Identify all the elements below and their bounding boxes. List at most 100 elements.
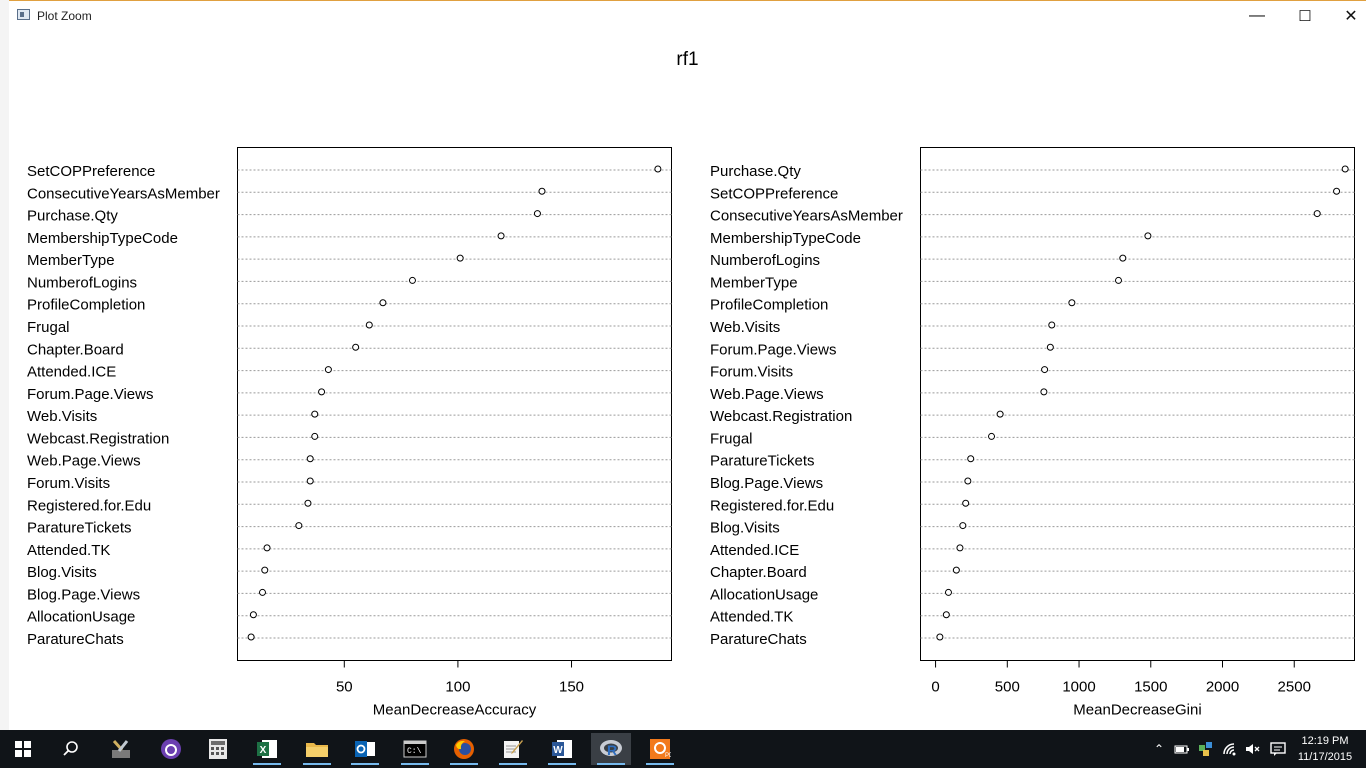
desktop-edge [0,0,9,730]
title-bar[interactable]: Plot Zoom — ☐ ✕ [9,1,1366,31]
category-label: Web.Page.Views [27,453,141,470]
data-point [247,633,255,641]
category-label: Web.Page.Views [710,386,824,403]
category-label: Blog.Page.Views [27,586,140,603]
data-point [1144,232,1152,240]
category-label: Purchase.Qty [710,163,801,180]
app-icon [160,738,182,760]
data-point [295,522,303,530]
taskbar-firefox-button[interactable] [444,733,484,765]
data-point [311,410,319,418]
data-point [959,522,967,530]
data-point [456,254,464,262]
plot-window-icon [17,9,30,20]
data-point [967,455,975,463]
taskbar-file-explorer-button[interactable] [297,733,337,765]
data-point [533,210,541,218]
x-tick-label: 150 [559,679,584,696]
word-icon: W [551,738,573,760]
data-point [306,477,314,485]
taskbar-start-button[interactable] [5,733,41,765]
category-label: AllocationUsage [27,609,135,626]
taskbar-pdf-button[interactable]: PDF [640,733,680,765]
category-label: NumberofLogins [27,274,137,291]
data-point [324,366,332,374]
data-point [1068,299,1076,307]
taskbar-cmd-button[interactable]: C:\ [395,733,435,765]
category-label: Webcast.Registration [27,430,169,447]
network-share-icon[interactable] [1198,741,1214,757]
x-tick-label: 1500 [1134,679,1167,696]
category-label: Frugal [710,430,753,447]
category-label: Webcast.Registration [710,408,852,425]
tools-icon [110,738,132,760]
x-tick-label: 100 [445,679,470,696]
category-label: ParatureChats [27,631,124,648]
category-label: Attended.ICE [710,542,799,559]
excel-icon: X [256,738,278,760]
x-tick-label: 2500 [1278,679,1311,696]
category-label: ProfileCompletion [710,297,828,314]
data-point [263,544,271,552]
data-point [1119,254,1127,262]
svg-text:C:\: C:\ [407,747,422,756]
taskbar-excel-button[interactable]: X [247,733,287,765]
category-label: MemberType [27,252,115,269]
category-label: Registered.for.Edu [710,497,834,514]
search-icon [62,740,80,758]
data-point [956,544,964,552]
data-point [1341,165,1349,173]
svg-text:W: W [553,745,563,756]
taskbar-clock[interactable]: 12:19 PM 11/17/2015 [1296,733,1354,765]
data-point [962,499,970,507]
category-label: Attended.TK [27,542,110,559]
show-hidden-icons-icon[interactable]: ⌃ [1153,742,1165,756]
category-label: ParatureChats [710,631,807,648]
data-point [988,432,996,440]
category-label: ConsecutiveYearsAsMember [27,185,220,202]
maximize-button[interactable]: ☐ [1298,8,1312,25]
data-point [942,611,950,619]
category-label: ParatureTickets [27,520,131,537]
clock-date: 11/17/2015 [1297,751,1353,763]
minimize-button[interactable]: — [1249,7,1265,24]
data-point [1046,343,1054,351]
data-point [1333,187,1341,195]
taskbar-word-button[interactable]: W [542,733,582,765]
taskbar-calculator-button[interactable] [198,733,238,765]
taskbar-tools-button[interactable] [101,733,141,765]
notifications-icon[interactable] [1270,741,1286,757]
outlook-icon [354,738,376,760]
close-button[interactable]: ✕ [1344,8,1358,25]
data-point [258,588,266,596]
taskbar-app-button[interactable] [151,733,191,765]
data-point [936,633,944,641]
notepad-icon [502,738,524,760]
taskbar-search-button[interactable] [51,733,91,765]
start-icon [15,741,31,757]
category-label: Purchase.Qty [27,208,118,225]
x-axis-title: MeanDecreaseGini [1073,702,1201,719]
plot-frame-1 [237,147,672,661]
wifi-icon[interactable] [1222,741,1238,757]
clock-time: 12:19 PM [1301,735,1349,747]
category-label: ParatureTickets [710,453,814,470]
category-label: Blog.Page.Views [710,475,823,492]
category-label: NumberofLogins [710,252,820,269]
r-icon: R [599,738,623,760]
taskbar-outlook-button[interactable] [345,733,385,765]
taskbar-r-button[interactable]: R [591,733,631,765]
category-label: Registered.for.Edu [27,497,151,514]
category-label: Blog.Visits [710,520,780,537]
volume-muted-icon[interactable] [1245,741,1261,757]
data-point [311,432,319,440]
data-point [379,299,387,307]
data-point [952,566,960,574]
window-title: Plot Zoom [37,9,92,23]
category-label: AllocationUsage [710,586,818,603]
battery-icon[interactable] [1174,741,1190,757]
category-label: Forum.Visits [27,475,110,492]
taskbar-notepad-button[interactable] [493,733,533,765]
pdf-icon: PDF [649,738,671,760]
x-tick-label: 2000 [1206,679,1239,696]
